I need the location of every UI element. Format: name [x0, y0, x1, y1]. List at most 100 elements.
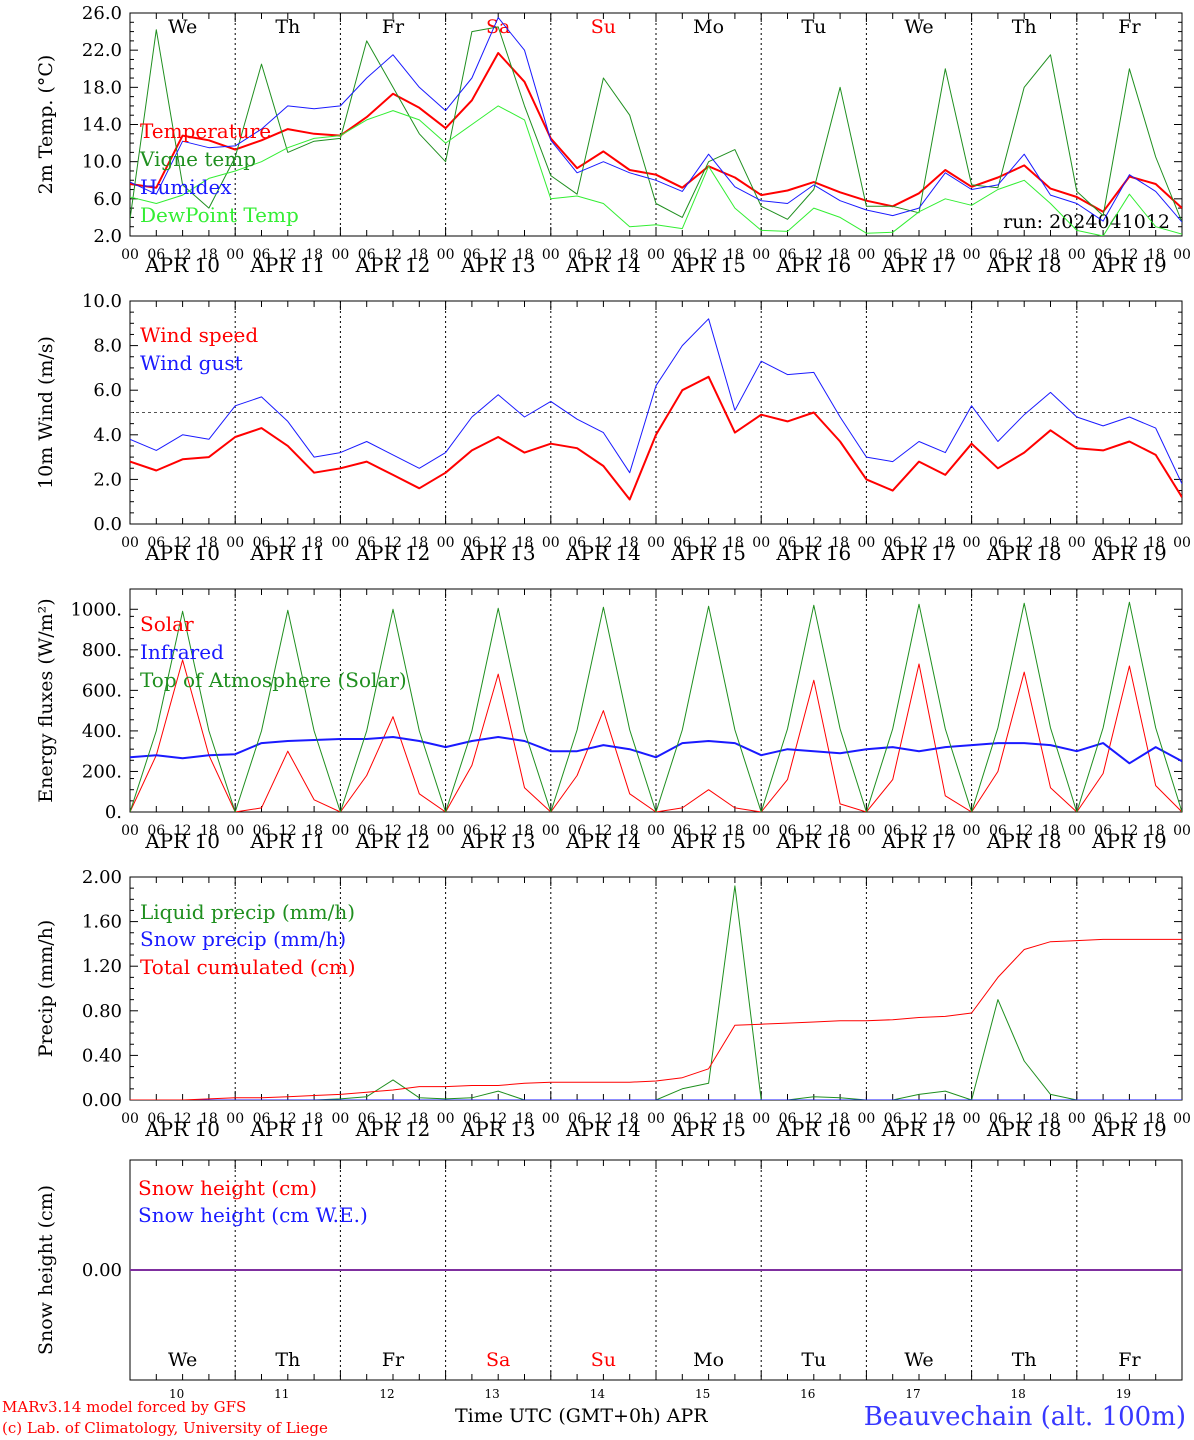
hour-tick-label: 12 — [700, 247, 718, 263]
hour-tick-label: 18 — [516, 247, 534, 263]
hour-tick-label: 12 — [805, 1111, 823, 1127]
hour-tick-label: 00 — [226, 535, 244, 551]
series-line-dewpoint-temp — [130, 105, 1182, 236]
date-label: APR 12 — [355, 829, 431, 853]
date-label: APR 18 — [986, 1117, 1062, 1141]
hour-tick-label: 18 — [1147, 247, 1165, 263]
y-axis-label: 2m Temp. (°C) — [35, 55, 57, 195]
hour-tick-label: 00 — [1068, 823, 1086, 839]
date-label: APR 16 — [775, 253, 851, 277]
hour-tick-label: 06 — [779, 1111, 797, 1127]
y-tick-label: 200. — [82, 761, 122, 782]
legend-entry: DewPoint Temp — [140, 203, 299, 227]
hour-tick-label: 18 — [516, 823, 534, 839]
hour-tick-label: 12 — [805, 535, 823, 551]
y-tick-label: 0. — [105, 802, 122, 823]
hour-tick-label: 12 — [384, 535, 402, 551]
hour-tick-label: 12 — [910, 1111, 928, 1127]
hour-tick-label: 06 — [884, 247, 902, 263]
date-label: APR 15 — [670, 829, 746, 853]
hour-tick-label: 06 — [673, 1111, 691, 1127]
series-line-temperature — [130, 52, 1182, 213]
hour-tick-label: 00 — [1068, 535, 1086, 551]
date-label: APR 10 — [144, 1117, 220, 1141]
hour-tick-label: 12 — [805, 247, 823, 263]
time-axis-caption: Time UTC (GMT+0h) APR — [455, 1405, 708, 1427]
hour-tick-label: 18 — [410, 823, 428, 839]
hour-tick-label: 06 — [884, 1111, 902, 1127]
y-axis-label: Precip (mm/h) — [35, 920, 57, 1058]
hour-tick-label: 00 — [437, 247, 455, 263]
hour-tick-label: 12 — [174, 1111, 192, 1127]
legend-entry: Snow height (cm) — [138, 1176, 317, 1200]
y-tick-label: 1000. — [70, 599, 122, 620]
legend-entry: Temperature — [140, 119, 271, 143]
hour-tick-label: 06 — [147, 247, 165, 263]
hour-tick-label: 18 — [936, 823, 954, 839]
hour-tick-label: 00 — [963, 823, 981, 839]
series-line-total-cumulated-cm — [130, 938, 1182, 1100]
hour-tick-label: 00 — [857, 535, 875, 551]
model-credit: MARv3.14 model forced by GFS — [2, 1398, 247, 1416]
legend-entry: Wind gust — [140, 351, 243, 375]
date-label: APR 13 — [460, 829, 536, 853]
date-label: APR 11 — [249, 1117, 325, 1141]
date-label: APR 19 — [1091, 829, 1167, 853]
hour-tick-label: 18 — [1147, 1111, 1165, 1127]
hour-tick-label: 06 — [358, 247, 376, 263]
hour-tick-label: 12 — [384, 823, 402, 839]
hour-tick-label: 12 — [910, 823, 928, 839]
hour-tick-label: 00 — [1068, 247, 1086, 263]
hour-tick-label: 06 — [253, 247, 271, 263]
y-tick-label: 26.0 — [82, 3, 122, 24]
hour-tick-label: 18 — [200, 1111, 218, 1127]
hour-tick-label: 12 — [279, 535, 297, 551]
date-label: APR 10 — [144, 253, 220, 277]
hour-tick-label: 18 — [726, 535, 744, 551]
hour-tick-label: 12 — [1015, 247, 1033, 263]
hour-tick-label: 18 — [305, 535, 323, 551]
date-label: APR 15 — [670, 1117, 746, 1141]
weekday-label: Sa — [486, 1349, 510, 1371]
date-label: APR 13 — [460, 1117, 536, 1141]
y-tick-label: 1.60 — [82, 912, 122, 933]
hour-tick-label: 06 — [253, 1111, 271, 1127]
weekday-label: Mo — [693, 16, 724, 38]
hour-tick-label: 18 — [1147, 823, 1165, 839]
hour-tick-label: 00 — [226, 247, 244, 263]
hour-tick-label: 00 — [752, 535, 770, 551]
y-tick-label: 800. — [82, 640, 122, 661]
date-label: APR 18 — [986, 253, 1062, 277]
hour-tick-label: 06 — [568, 1111, 586, 1127]
y-tick-label: 8.0 — [93, 336, 122, 357]
y-tick-label: 2.00 — [82, 867, 122, 888]
hour-tick-label: 00 — [963, 535, 981, 551]
series-line-top-of-atmosphere-solar — [130, 601, 1182, 812]
date-label: APR 17 — [881, 253, 957, 277]
hour-tick-label: 12 — [700, 535, 718, 551]
hour-tick-label: 00 — [1173, 1111, 1191, 1127]
legend-entry: Snow height (cm W.E.) — [138, 1203, 368, 1227]
hour-tick-label: 06 — [779, 535, 797, 551]
legend-entry: Snow precip (mm/h) — [140, 927, 346, 951]
hour-tick-label: 06 — [147, 1111, 165, 1127]
hour-tick-label: 06 — [779, 247, 797, 263]
hour-tick-label: 18 — [936, 247, 954, 263]
hour-tick-label: 00 — [647, 247, 665, 263]
date-label: APR 16 — [775, 541, 851, 565]
weekday-label: Tu — [801, 16, 826, 38]
hour-tick-label: 06 — [568, 535, 586, 551]
hour-tick-label: 06 — [463, 1111, 481, 1127]
day-number-label: 15 — [695, 1387, 710, 1401]
series-line-vigne-temp — [130, 26, 1182, 223]
hour-tick-label: 00 — [1173, 247, 1191, 263]
weekday-label: Su — [591, 1349, 616, 1371]
hour-tick-label: 12 — [174, 823, 192, 839]
hour-tick-label: 00 — [1173, 823, 1191, 839]
date-label: APR 10 — [144, 541, 220, 565]
hour-tick-label: 00 — [437, 535, 455, 551]
hour-tick-label: 18 — [621, 823, 639, 839]
day-number-label: 18 — [1011, 1387, 1026, 1401]
hour-tick-label: 12 — [1120, 823, 1138, 839]
